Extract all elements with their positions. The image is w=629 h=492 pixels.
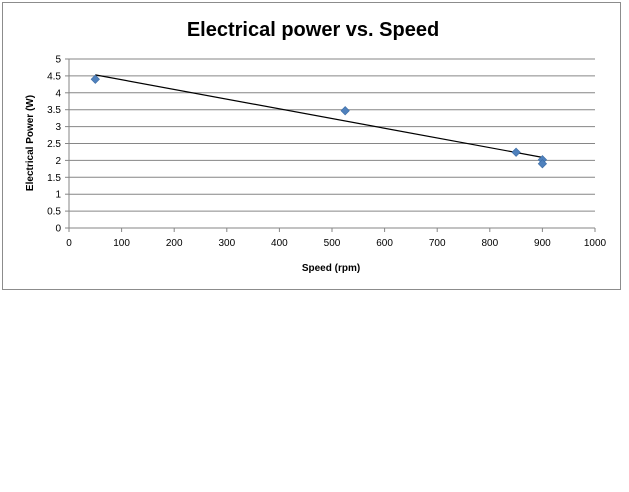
data-point-2 — [511, 147, 521, 157]
gridlines — [69, 58, 595, 212]
y-tick-label-10: 5 — [55, 55, 61, 66]
x-tick-label-5: 500 — [324, 238, 341, 249]
y-tick-label-2: 1 — [55, 190, 61, 201]
axes — [65, 58, 596, 232]
x-tick-label-10: 1000 — [584, 238, 607, 249]
data-points — [90, 74, 548, 169]
x-axis-label: Speed (rpm) — [302, 263, 360, 274]
trendline — [95, 74, 543, 158]
x-tick-label-4: 400 — [271, 238, 288, 249]
x-tick-label-2: 200 — [166, 238, 183, 249]
y-axis-label: Electrical Power (W) — [25, 95, 36, 191]
x-tick-labels: 0 100 200 300 400 500 600 700 800 900 1000 — [66, 238, 606, 249]
chart-svg: Electrical power vs. Speed 0 0.5 1 1.5 2 2.5 3… — [25, 19, 607, 274]
y-tick-label-9: 4.5 — [47, 71, 61, 82]
x-tick-label-8: 800 — [481, 238, 498, 249]
y-tick-labels: 0 0.5 1 1.5 2 2.5 3 3.5 4 4.5 5 — [47, 55, 61, 235]
x-tick-label-1: 100 — [113, 238, 130, 249]
y-tick-label-4: 2 — [55, 156, 61, 167]
y-tick-label-8: 4 — [55, 88, 61, 99]
x-tick-label-7: 700 — [429, 238, 446, 249]
data-point-4 — [537, 159, 548, 169]
x-tick-label-3: 300 — [218, 238, 235, 249]
x-tick-label-9: 900 — [534, 238, 551, 249]
data-point-0 — [90, 74, 100, 84]
data-point-1 — [340, 106, 350, 116]
trendline-group — [95, 74, 543, 158]
x-tick-label-6: 600 — [376, 238, 393, 249]
y-tick-label-3: 1.5 — [47, 173, 61, 184]
chart-title: Electrical power vs. Speed — [187, 19, 439, 41]
y-tick-label-7: 3.5 — [47, 105, 61, 116]
y-tick-label-6: 3 — [55, 122, 61, 133]
y-tick-label-0: 0 — [55, 224, 61, 235]
x-tick-label-0: 0 — [66, 238, 72, 249]
y-tick-label-1: 0.5 — [47, 207, 61, 218]
y-tick-label-5: 2.5 — [47, 139, 61, 150]
chart-frame: Electrical power vs. Speed 0 0.5 1 1.5 2 2.5 3… — [2, 2, 621, 290]
